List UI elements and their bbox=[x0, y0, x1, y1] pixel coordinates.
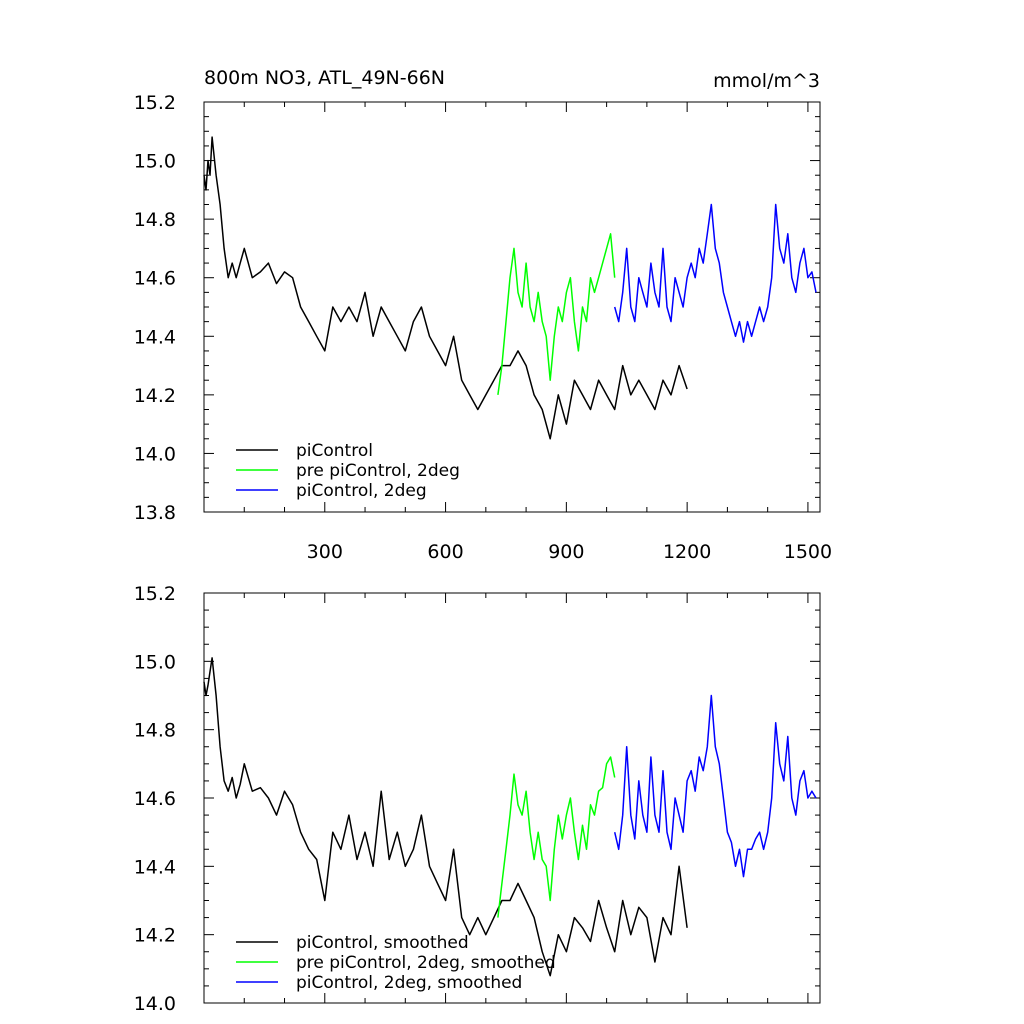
bottom-panel-axes: 14.0 14.2 14.4 14.6 14.8 15.0 15.2 bbox=[134, 583, 821, 1015]
series-line-2 bbox=[613, 203, 817, 343]
series-line-1 bbox=[497, 756, 616, 918]
top-panel: 800m NO3, ATL_49N-66N mmol/m^3 300 600 900… bbox=[134, 67, 832, 563]
y-tick-label: 14.8 bbox=[134, 720, 176, 742]
y-tick-label: 14.8 bbox=[134, 209, 176, 231]
legend-label-1: pre piControl, 2deg, smoothed bbox=[296, 953, 556, 973]
legend-label-0: piControl, smoothed bbox=[296, 933, 469, 953]
y-tick-label: 15.0 bbox=[134, 151, 176, 173]
y-tick-label: 15.0 bbox=[134, 651, 176, 673]
y-tick-label: 14.0 bbox=[134, 993, 176, 1015]
bottom-panel-series bbox=[203, 657, 817, 977]
x-tick-label: 1500 bbox=[784, 541, 832, 563]
legend-label-1: pre piControl, 2deg bbox=[296, 461, 460, 481]
series-line-2 bbox=[613, 694, 817, 878]
y-tick-label: 14.6 bbox=[134, 268, 176, 290]
x-tick-label: 900 bbox=[548, 541, 584, 563]
y-tick-label: 14.2 bbox=[134, 925, 176, 947]
top-panel-axes: 300 600 900 1200 1500 13.8 14.0 14.2 14.4 14.6 14.… bbox=[134, 92, 832, 563]
series-line-1 bbox=[497, 233, 616, 396]
y-tick-label: 14.0 bbox=[134, 443, 176, 465]
series-line-0 bbox=[203, 657, 688, 977]
y-tick-label: 14.4 bbox=[134, 326, 176, 348]
bottom-panel: 14.0 14.2 14.4 14.6 14.8 15.0 15.2 piControl, … bbox=[134, 583, 821, 1015]
x-tick-label: 300 bbox=[307, 541, 343, 563]
x-tick-label: 1200 bbox=[663, 541, 711, 563]
legend-label-2: piControl, 2deg, smoothed bbox=[296, 973, 522, 993]
y-tick-label: 14.6 bbox=[134, 788, 176, 810]
y-tick-label: 15.2 bbox=[134, 92, 176, 114]
top-panel-series bbox=[203, 136, 817, 440]
y-tick-label: 13.8 bbox=[134, 502, 176, 524]
legend-label-0: piControl bbox=[296, 441, 373, 461]
y-tick-label: 14.2 bbox=[134, 385, 176, 407]
series-line-0 bbox=[203, 136, 688, 440]
y-tick-label: 15.2 bbox=[134, 583, 176, 605]
y-tick-label: 14.4 bbox=[134, 856, 176, 878]
legend-label-2: piControl, 2deg bbox=[296, 481, 427, 501]
units-label: mmol/m^3 bbox=[713, 70, 820, 92]
chart-title: 800m NO3, ATL_49N-66N bbox=[204, 67, 445, 89]
x-tick-label: 600 bbox=[427, 541, 463, 563]
